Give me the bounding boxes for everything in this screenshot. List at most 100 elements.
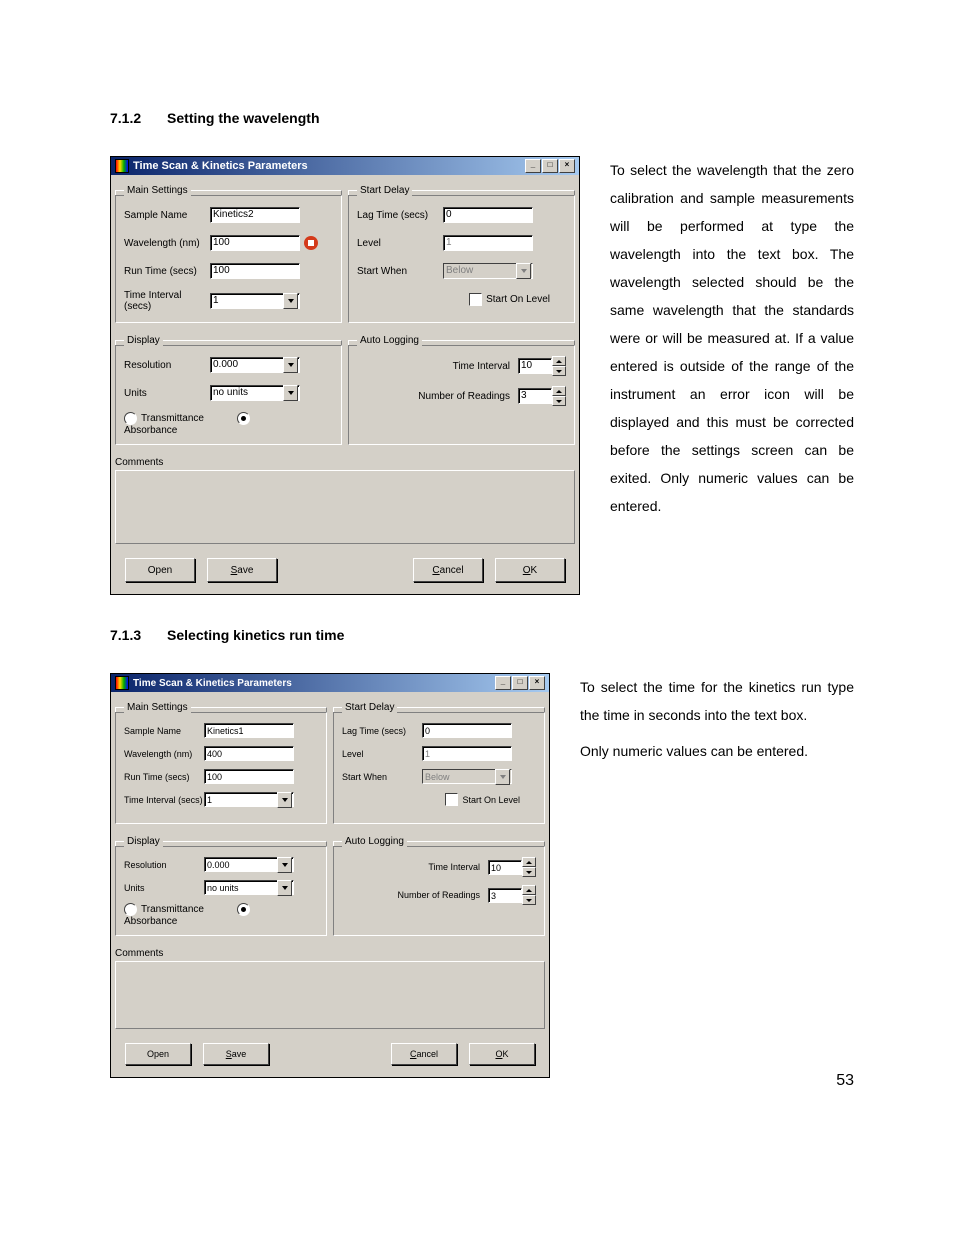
- num-readings-spinner[interactable]: 3: [518, 386, 566, 406]
- open-button[interactable]: Open: [125, 1043, 191, 1065]
- section-title: Setting the wavelength: [167, 110, 319, 126]
- spin-up-icon[interactable]: [552, 356, 566, 366]
- maximize-button[interactable]: □: [542, 159, 558, 173]
- close-button[interactable]: ×: [559, 159, 575, 173]
- open-button[interactable]: Open: [125, 558, 195, 582]
- app-icon: [115, 676, 129, 690]
- level-input[interactable]: 1: [422, 746, 512, 761]
- sample-name-input[interactable]: Kinetics1: [204, 723, 294, 738]
- spin-up-icon[interactable]: [522, 885, 536, 895]
- wavelength-input[interactable]: 400: [204, 746, 294, 761]
- start-on-level-label: Start On Level: [462, 795, 520, 805]
- lag-time-label: Lag Time (secs): [342, 726, 422, 736]
- start-when-select[interactable]: Below: [422, 769, 512, 784]
- save-button[interactable]: Save: [203, 1043, 269, 1065]
- spin-down-icon[interactable]: [522, 867, 536, 877]
- wavelength-input[interactable]: 100: [210, 235, 300, 251]
- group-label: Main Settings: [124, 702, 191, 713]
- window-title: Time Scan & Kinetics Parameters: [133, 678, 494, 689]
- group-label: Main Settings: [124, 185, 191, 196]
- auto-time-interval-label: Time Interval: [357, 361, 518, 372]
- runtime-input[interactable]: 100: [204, 769, 294, 784]
- level-label: Level: [357, 238, 443, 249]
- save-button[interactable]: Save: [207, 558, 277, 582]
- start-delay-group: Start Delay Lag Time (secs) 0 Level 1 St…: [333, 702, 545, 824]
- time-interval-label: Time Interval (secs): [124, 795, 204, 805]
- start-when-select[interactable]: Below: [443, 263, 533, 279]
- auto-logging-group: Auto Logging Time Interval 10 Number of …: [348, 335, 575, 445]
- sample-name-input[interactable]: Kinetics2: [210, 207, 300, 223]
- resolution-label: Resolution: [124, 860, 204, 870]
- group-label: Display: [124, 335, 163, 346]
- wavelength-label: Wavelength (nm): [124, 749, 204, 759]
- transmittance-radio[interactable]: Transmittance: [124, 904, 204, 915]
- group-label: Start Delay: [342, 702, 397, 713]
- num-readings-label: Number of Readings: [357, 391, 518, 402]
- group-label: Auto Logging: [357, 335, 422, 346]
- runtime-label: Run Time (secs): [124, 266, 210, 277]
- main-settings-group: Main Settings Sample Name Kinetics1 Wave…: [115, 702, 327, 824]
- chevron-down-icon: [283, 357, 298, 373]
- window-title: Time Scan & Kinetics Parameters: [133, 160, 524, 172]
- minimize-button[interactable]: _: [525, 159, 541, 173]
- resolution-select[interactable]: 0.000: [210, 357, 300, 373]
- minimize-button[interactable]: _: [495, 676, 511, 690]
- num-readings-spinner[interactable]: 3: [488, 885, 536, 905]
- start-on-level-checkbox[interactable]: [469, 293, 482, 306]
- auto-time-interval-spinner[interactable]: 10: [518, 356, 566, 376]
- ok-button[interactable]: OK: [469, 1043, 535, 1065]
- section-heading-712: 7.1.2 Setting the wavelength: [110, 110, 854, 126]
- comments-label: Comments: [115, 457, 575, 468]
- kinetics-dialog-2: Time Scan & Kinetics Parameters _ □ × Ma…: [110, 673, 550, 1078]
- comments-textarea[interactable]: [115, 470, 575, 544]
- spin-up-icon[interactable]: [522, 857, 536, 867]
- chevron-down-icon: [516, 263, 531, 279]
- units-select[interactable]: no units: [204, 880, 294, 895]
- units-label: Units: [124, 883, 204, 893]
- chevron-down-icon: [283, 385, 298, 401]
- lag-time-input[interactable]: 0: [422, 723, 512, 738]
- start-on-level-checkbox[interactable]: [445, 793, 458, 806]
- ok-button[interactable]: OK: [495, 558, 565, 582]
- spin-down-icon[interactable]: [522, 895, 536, 905]
- chevron-down-icon: [277, 880, 292, 896]
- comments-label: Comments: [115, 948, 545, 959]
- page-number: 53: [836, 1072, 854, 1090]
- section-number: 7.1.3: [110, 627, 141, 643]
- display-group: Display Resolution 0.000 Units no units …: [115, 836, 327, 936]
- cancel-button[interactable]: Cancel: [413, 558, 483, 582]
- runtime-label: Run Time (secs): [124, 772, 204, 782]
- spin-down-icon[interactable]: [552, 366, 566, 376]
- level-input[interactable]: 1: [443, 235, 533, 251]
- paragraph-713a: To select the time for the kinetics run …: [580, 673, 854, 729]
- group-label: Display: [124, 836, 163, 847]
- runtime-input[interactable]: 100: [210, 263, 300, 279]
- time-interval-select[interactable]: 1: [204, 792, 294, 807]
- spin-up-icon[interactable]: [552, 386, 566, 396]
- units-label: Units: [124, 388, 210, 399]
- lag-time-label: Lag Time (secs): [357, 210, 443, 221]
- chevron-down-icon: [495, 769, 510, 785]
- auto-time-interval-spinner[interactable]: 10: [488, 857, 536, 877]
- auto-logging-group: Auto Logging Time Interval 10 Number of …: [333, 836, 545, 936]
- section-heading-713: 7.1.3 Selecting kinetics run time: [110, 627, 854, 643]
- units-select[interactable]: no units: [210, 385, 300, 401]
- chevron-down-icon: [283, 293, 298, 309]
- spin-down-icon[interactable]: [552, 396, 566, 406]
- paragraph-712: To select the wavelength that the zero c…: [610, 156, 854, 520]
- section-number: 7.1.2: [110, 110, 141, 126]
- group-label: Auto Logging: [342, 836, 407, 847]
- level-label: Level: [342, 749, 422, 759]
- transmittance-radio[interactable]: Transmittance: [124, 413, 204, 424]
- resolution-select[interactable]: 0.000: [204, 857, 294, 872]
- close-button[interactable]: ×: [529, 676, 545, 690]
- paragraph-713b: Only numeric values can be entered.: [580, 737, 854, 765]
- app-icon: [115, 159, 129, 173]
- maximize-button[interactable]: □: [512, 676, 528, 690]
- auto-time-interval-label: Time Interval: [342, 862, 488, 872]
- resolution-label: Resolution: [124, 360, 210, 371]
- cancel-button[interactable]: Cancel: [391, 1043, 457, 1065]
- comments-textarea[interactable]: [115, 961, 545, 1029]
- lag-time-input[interactable]: 0: [443, 207, 533, 223]
- time-interval-select[interactable]: 1: [210, 293, 300, 309]
